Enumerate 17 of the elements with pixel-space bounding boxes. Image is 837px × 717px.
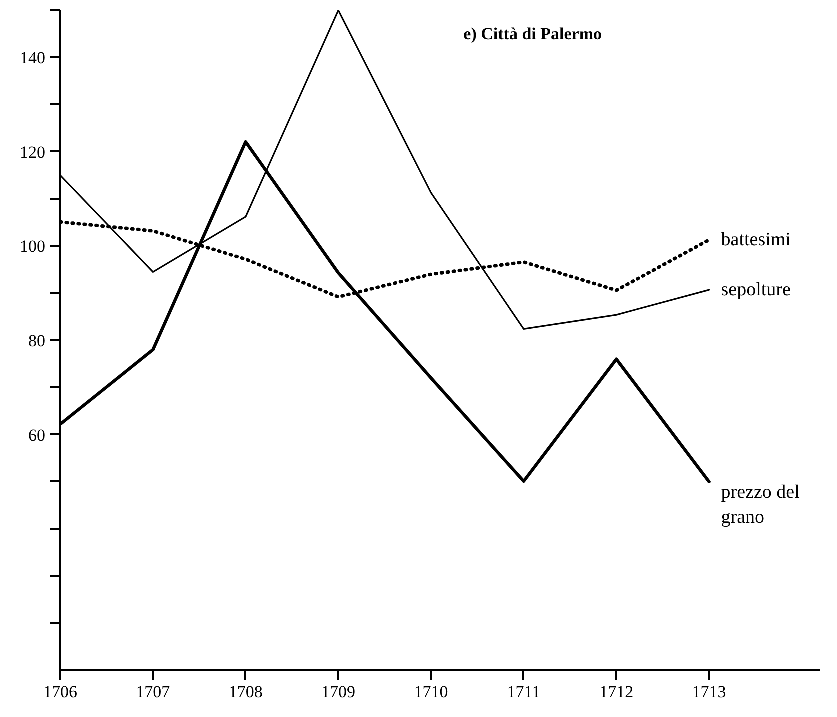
x-tick-label: 1712 [600,682,634,702]
series-label: prezzo del grano [721,482,800,528]
text: e) Città di Palermo [464,24,602,44]
y-tick-label: 140 [20,48,46,68]
x-tick-label: 1708 [228,682,263,702]
x-tick-label: 1713 [692,682,726,702]
x-tick-label: 1711 [507,682,541,702]
x-tick-label: 1706 [44,682,78,702]
y-tick-label: 120 [20,142,46,162]
series-label: sepolture [721,280,791,301]
x-tick-label: 1709 [322,682,356,702]
y-tick-label: 100 [20,237,46,256]
y-tick-label: 80 [28,332,46,350]
series-label: battesimi [721,230,791,251]
x-tick-label: 1707 [136,682,171,702]
y-tick-label: 60 [28,426,46,445]
x-tick-label: 1710 [414,682,448,702]
